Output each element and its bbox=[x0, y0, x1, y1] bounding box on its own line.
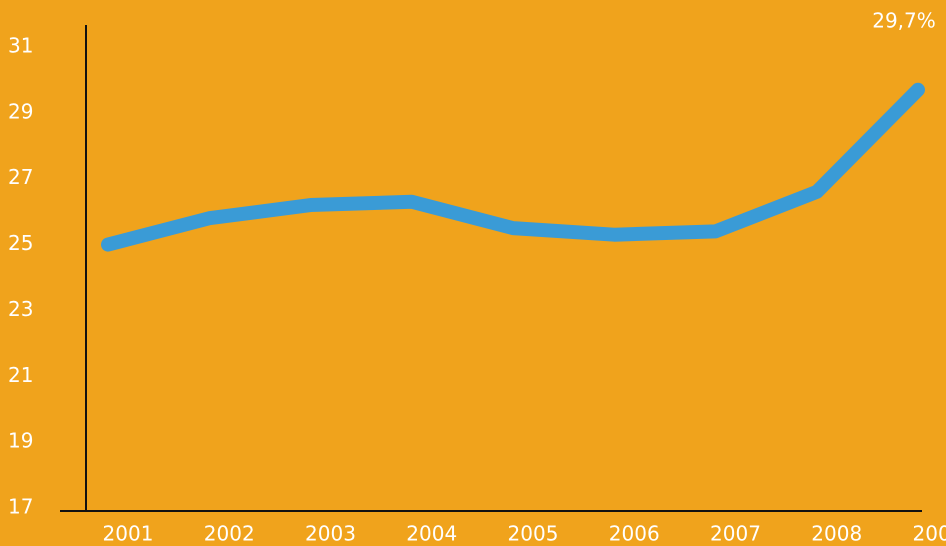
y-tick-label: 21 bbox=[8, 363, 33, 387]
x-tick-label: 2005 bbox=[508, 522, 559, 546]
y-tick-label: 17 bbox=[8, 495, 33, 519]
x-tick-label: 2008 bbox=[811, 522, 862, 546]
line-series bbox=[101, 82, 925, 252]
x-tick-label: 2007 bbox=[710, 522, 761, 546]
x-tick-label: 2004 bbox=[406, 522, 457, 546]
y-tick-label: 23 bbox=[8, 297, 33, 321]
x-tick-label: 2002 bbox=[204, 522, 255, 546]
y-tick-label: 19 bbox=[8, 429, 33, 453]
y-tick-label: 25 bbox=[8, 231, 33, 255]
x-tick-label: 2006 bbox=[609, 522, 660, 546]
x-tick-label: 2003 bbox=[305, 522, 356, 546]
y-tick-label: 31 bbox=[8, 34, 33, 58]
x-tick-label: 2001 bbox=[103, 522, 154, 546]
x-tick-label: 2009 bbox=[913, 522, 946, 546]
y-tick-label: 27 bbox=[8, 165, 33, 189]
value-label: 29,7% bbox=[872, 9, 936, 33]
y-tick-label: 29 bbox=[8, 99, 33, 123]
